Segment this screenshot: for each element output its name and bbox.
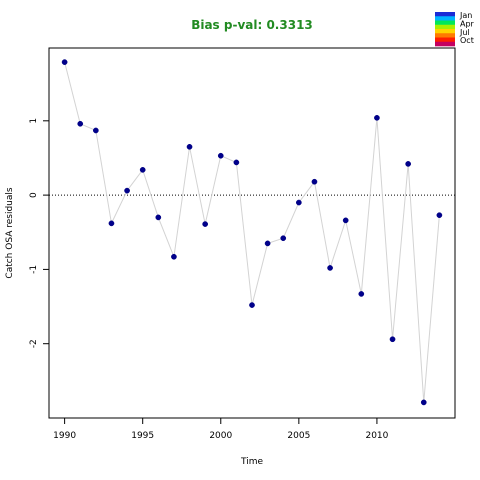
data-point — [405, 161, 412, 167]
legend-color-swatch — [435, 24, 455, 30]
legend-label: Jan — [459, 11, 472, 20]
legend-label: Jul — [459, 28, 470, 37]
legend-color-swatch — [435, 20, 455, 26]
data-point — [374, 114, 380, 121]
legend-color-swatch — [435, 33, 455, 38]
x-tick-label: 1995 — [131, 431, 154, 441]
x-tick-label: 2000 — [209, 431, 232, 441]
data-point — [311, 178, 318, 185]
data-point — [171, 253, 177, 260]
data-point — [342, 217, 349, 224]
legend-label: Apr — [460, 19, 475, 28]
chart-title: Bias p-val: 0.3313 — [191, 18, 313, 32]
x-tick-label: 1990 — [53, 431, 76, 441]
data-point — [249, 302, 255, 308]
legend-color-swatch — [435, 37, 455, 43]
data-point — [389, 336, 396, 343]
y-tick-label: 0 — [29, 192, 39, 198]
series-line-group — [64, 61, 440, 403]
data-point — [202, 221, 209, 227]
x-tick-label: 2010 — [365, 431, 388, 441]
data-point — [436, 212, 443, 219]
data-point — [186, 143, 193, 150]
legend-color-swatch — [435, 41, 455, 47]
legend-color-swatch — [435, 12, 455, 17]
data-point — [124, 187, 130, 194]
x-axis: 1990 1995 2000 2005 2010 — [53, 418, 389, 441]
y-axis-label: Catch OSA residuals — [5, 187, 15, 278]
data-point — [77, 120, 84, 127]
data-point — [139, 166, 146, 173]
plot-area-frame — [48, 47, 456, 419]
data-point — [327, 265, 333, 271]
y-tick-label: -2 — [29, 339, 39, 348]
data-point — [92, 127, 99, 134]
legend-color-swatch — [435, 16, 455, 21]
y-tick-label: -1 — [29, 265, 39, 274]
series-points-group — [61, 59, 443, 406]
data-point — [264, 240, 271, 247]
y-tick-label: 1 — [29, 118, 39, 124]
y-axis: -2 -1 0 1 — [29, 118, 49, 348]
data-point — [358, 291, 365, 297]
data-point — [295, 199, 302, 206]
data-point — [108, 220, 115, 227]
data-point — [420, 399, 427, 406]
data-point — [61, 59, 68, 65]
legend-label: Oct — [460, 36, 474, 45]
data-point — [217, 152, 224, 159]
x-axis-label: Time — [240, 457, 263, 467]
data-point — [280, 235, 287, 242]
x-tick-label: 2005 — [287, 431, 310, 441]
data-point — [233, 159, 240, 166]
data-point — [155, 214, 162, 221]
legend-color-swatch — [435, 29, 455, 34]
series-line — [64, 61, 440, 403]
